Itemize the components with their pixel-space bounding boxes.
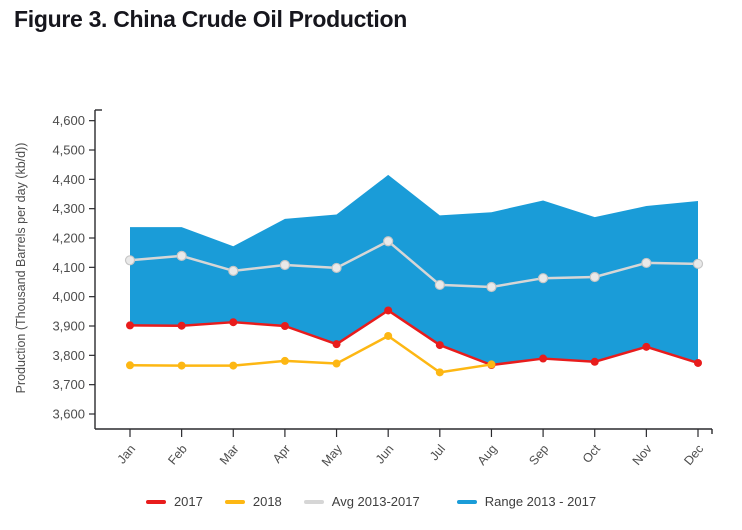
series-avg-2013-2017-point [537, 273, 549, 284]
legend: 2017 2018 Avg 2013-2017 Range 2013 - 2017 [0, 494, 742, 509]
series-avg-2013-2017-point [331, 262, 342, 274]
y-tick-label: 4,600 [52, 113, 85, 128]
series-2018-point [332, 359, 341, 368]
series-avg-2013-2017-point [383, 236, 394, 247]
series-avg-2013-2017-point [641, 257, 652, 269]
y-tick-label: 4,400 [52, 172, 85, 187]
series-avg-2013-2017-point [486, 281, 497, 293]
y-tick-label: 3,600 [52, 407, 85, 422]
y-tick-label: 3,800 [52, 348, 85, 363]
legend-label: 2017 [173, 494, 203, 509]
y-tick-label: 3,700 [52, 377, 85, 392]
axes [94, 109, 713, 434]
series-2018-point [435, 368, 444, 377]
x-tick-label: Aug [475, 442, 500, 468]
x-tick-label: Jun [373, 442, 397, 466]
x-tick-label: Mar [217, 442, 242, 467]
legend-item-range-2013-2017: Range 2013 - 2017 [456, 494, 597, 509]
x-tick-label: May [319, 441, 345, 469]
y-tick-label: 4,300 [52, 201, 85, 216]
x-tick-label: Oct [580, 442, 604, 466]
x-tick-label: Sep [526, 442, 551, 468]
legend-label: 2018 [252, 494, 282, 509]
series-2017-point [642, 342, 651, 351]
series-2017-line [128, 309, 700, 367]
y-tick-label: 4,000 [52, 289, 85, 304]
series-2017-point [590, 357, 599, 366]
legend-swatch-avg-2013-2017 [303, 499, 324, 504]
series-2018-point [280, 356, 289, 365]
legend-item-2018: 2018 [224, 494, 282, 509]
series-2018-point [177, 361, 186, 370]
series-avg-2013-2017-point [228, 265, 239, 276]
series-2017-point [694, 358, 702, 367]
x-tick-label: Jan [115, 442, 139, 466]
legend-item-2017: 2017 [145, 494, 203, 509]
y-axis-title: Production (Thousand Barrels per day (kb… [14, 143, 28, 394]
series-avg-2013-2017-point [279, 259, 291, 271]
x-tick-label: Jul [427, 442, 448, 463]
y-tick-label: 4,100 [52, 260, 85, 275]
legend-swatch-range-2013-2017 [456, 499, 477, 504]
series-avg-2013-2017-point [124, 255, 136, 266]
legend-item-avg-2013-2017: Avg 2013-2017 [303, 494, 420, 509]
series-range-2013-2017-band [130, 174, 698, 366]
y-tick-label: 3,900 [52, 319, 85, 334]
series-2018-point [487, 360, 496, 369]
y-tick-label: 4,500 [52, 143, 85, 158]
series-2017-point [229, 318, 238, 327]
series-2017-point [539, 354, 548, 363]
legend-swatch-2017 [145, 499, 166, 504]
figure-title: Figure 3. China Crude Oil Production [14, 6, 408, 32]
legend-swatch-2018 [224, 499, 245, 504]
series-2018-line [128, 334, 493, 374]
series-2017-point [384, 306, 393, 315]
series-2018 [126, 331, 496, 377]
series-avg-2013-2017-point [692, 258, 704, 269]
legend-label: Range 2013 - 2017 [484, 494, 597, 509]
series-2018-point [229, 361, 238, 370]
x-tick-label: Apr [270, 442, 293, 466]
x-tick-label: Dec [681, 442, 706, 468]
series-avg-2013-2017 [124, 236, 704, 293]
series-2018-point [384, 331, 393, 340]
series-avg-2013-2017-line [128, 239, 700, 289]
x-tick-label: Feb [165, 442, 190, 468]
series-2018-point [126, 361, 134, 370]
series-avg-2013-2017-point [176, 250, 187, 261]
series-avg-2013-2017-point [589, 271, 600, 283]
series-avg-2013-2017-point [434, 279, 445, 291]
legend-label: Avg 2013-2017 [331, 494, 420, 509]
series-2017-point [435, 341, 444, 350]
series-2017-point [177, 321, 186, 330]
series-2017-point [126, 321, 134, 330]
series-2017-point [332, 340, 341, 349]
y-tick-label: 4,200 [52, 231, 85, 246]
series-2017-point [280, 322, 289, 331]
x-tick-label: Nov [630, 441, 655, 468]
